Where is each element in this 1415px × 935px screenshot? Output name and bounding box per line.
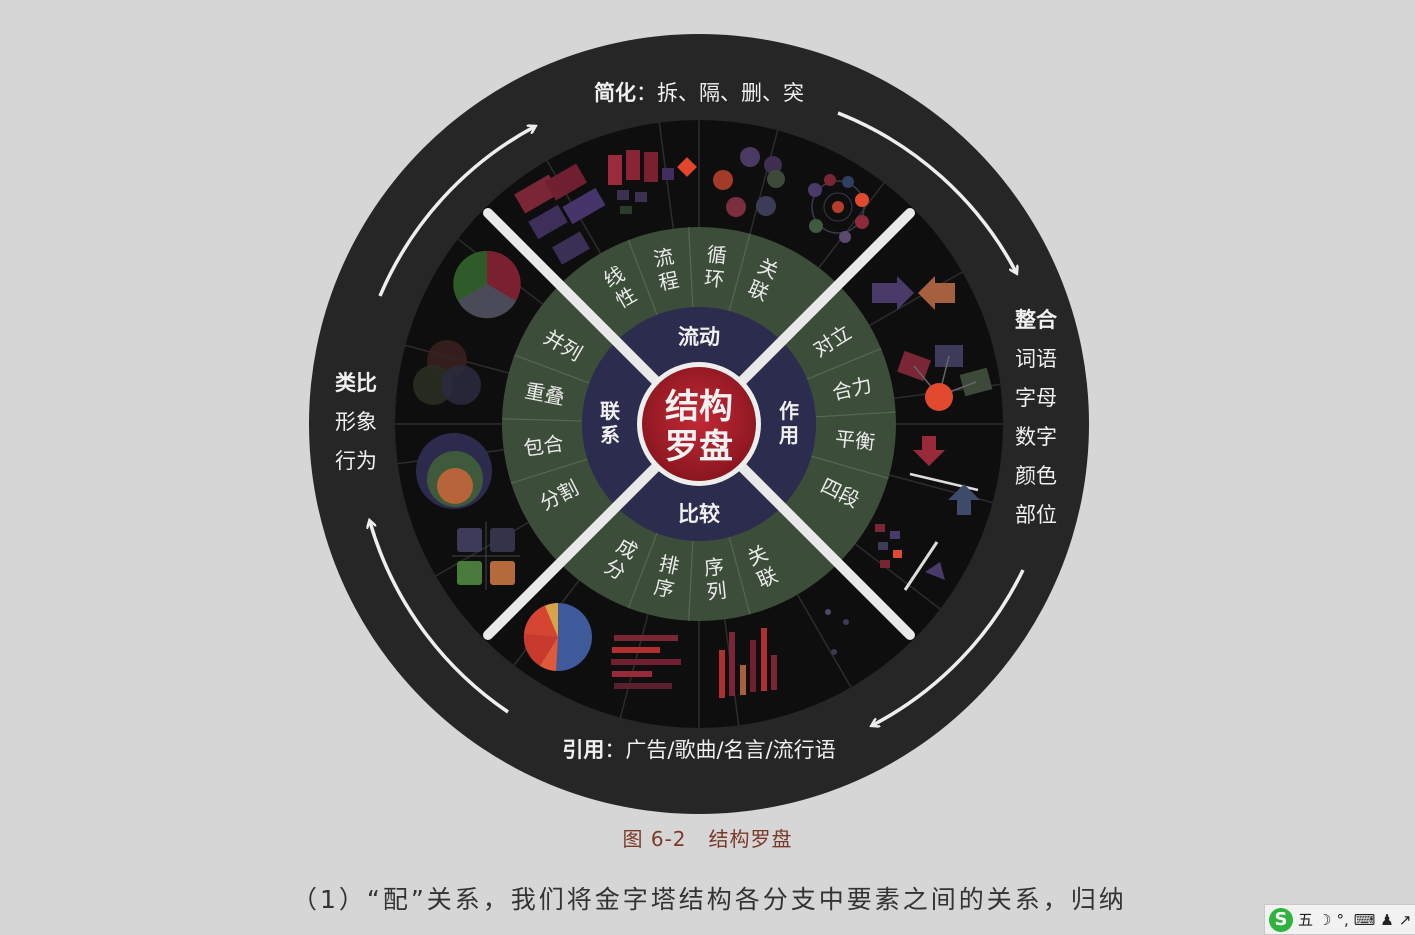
moon-icon[interactable]: ☽ xyxy=(1318,910,1332,929)
svg-text:序: 序 xyxy=(652,575,677,603)
analogy-item: 形象 xyxy=(335,410,377,434)
center-disc xyxy=(642,367,756,481)
arrow-bottom-left xyxy=(370,522,509,714)
middle-divider xyxy=(728,233,751,312)
inner-label-right-char: 用 xyxy=(779,423,799,447)
band-divider xyxy=(854,543,941,610)
svg-text:程: 程 xyxy=(656,267,681,295)
venn-icon xyxy=(413,340,481,405)
svg-text:包合: 包合 xyxy=(522,431,565,460)
merge-boxes-icon xyxy=(897,345,993,411)
integrate-item: 颜色 xyxy=(1015,464,1057,488)
pie-chart-icon xyxy=(523,602,592,671)
middle-divider xyxy=(688,540,694,621)
integrate-title: 整合 xyxy=(1015,308,1058,332)
nested-circles-icon xyxy=(416,433,492,509)
network-icon xyxy=(808,174,869,243)
middle-ring-dividers xyxy=(502,227,896,621)
arrow-top-right xyxy=(837,111,1016,272)
middle-label-9: 序列 xyxy=(703,554,728,604)
svg-text:循: 循 xyxy=(706,242,728,268)
inner-label-left-char: 联 xyxy=(600,399,620,423)
middle-divider xyxy=(502,418,583,422)
simplify-title: 简化 xyxy=(594,81,636,105)
band-divider xyxy=(619,614,649,718)
tools-icon[interactable]: ↗ xyxy=(1398,910,1412,929)
middle-divider xyxy=(806,348,882,380)
outer-label-quote: 引用：广告/歌曲/名言/流行语 xyxy=(562,738,835,762)
band-divider xyxy=(796,594,852,688)
simplify-items: ：拆、隔、删、突 xyxy=(636,81,804,105)
svg-text:排: 排 xyxy=(657,551,682,579)
body-paragraph: （1）“配”关系，我们将金字塔结构各分支中要素之间的关系，归纳 xyxy=(292,885,1127,914)
middle-label-6: 平衡 xyxy=(834,426,876,454)
cycle-circles-icon xyxy=(713,147,785,217)
center-title-line1: 结构 xyxy=(665,387,733,427)
middle-divider xyxy=(627,239,658,315)
user-icon[interactable]: ♟ xyxy=(1380,910,1394,929)
analogy-item: 行为 xyxy=(335,449,377,473)
horizontal-bars-icon xyxy=(611,635,681,689)
circular-arrows xyxy=(370,111,1025,725)
middle-label-10: 排序 xyxy=(652,551,682,602)
svg-text:列: 列 xyxy=(705,578,727,604)
inner-label-flow: 流动 xyxy=(678,325,720,349)
inner-vertical-labels: 联系 作用 xyxy=(600,399,799,447)
band-divider xyxy=(749,130,779,234)
bar-blocks-icon xyxy=(514,163,606,265)
sogou-logo-icon[interactable]: S xyxy=(1269,907,1293,932)
integrate-item: 字母 xyxy=(1015,386,1057,410)
svg-text:环: 环 xyxy=(703,266,725,292)
band-divider xyxy=(869,271,963,327)
quote-title: 引用 xyxy=(562,738,604,762)
band-divider xyxy=(818,182,885,269)
vertical-bars-icon xyxy=(719,628,777,698)
svg-text:序: 序 xyxy=(703,554,725,580)
middle-label-1: 流程 xyxy=(651,244,681,295)
center-title-line2: 罗盘 xyxy=(665,427,733,467)
arrow-bottom-right xyxy=(873,569,1025,725)
integrate-item: 部位 xyxy=(1015,503,1057,527)
middle-divider xyxy=(811,455,889,479)
middle-divider xyxy=(510,458,588,484)
middle-divider xyxy=(627,533,658,609)
section-blocks-icon xyxy=(875,524,945,591)
svg-text:流: 流 xyxy=(651,244,676,272)
inner-label-compare: 比较 xyxy=(678,502,720,526)
three-part-pie-icon xyxy=(453,250,521,319)
middle-divider xyxy=(815,411,896,418)
middle-divider xyxy=(688,227,694,308)
figure-title: 结构罗盘 xyxy=(708,827,793,851)
dots-icon xyxy=(825,609,849,655)
middle-divider xyxy=(728,536,751,615)
ime-mode[interactable]: 五 xyxy=(1298,911,1314,929)
arrow-top-left xyxy=(378,127,534,297)
figure-caption: 图 6-2 结构罗盘 xyxy=(0,823,1415,852)
inner-label-left-char: 系 xyxy=(600,423,620,447)
middle-label-2: 循环 xyxy=(703,242,728,292)
analogy-title: 类比 xyxy=(335,371,377,395)
keyboard-icon[interactable]: ⌨ xyxy=(1353,910,1376,929)
integrate-item: 词语 xyxy=(1015,347,1057,371)
opposing-arrows-icon xyxy=(872,276,955,310)
quadrant-grid-icon xyxy=(452,522,520,590)
middle-divider xyxy=(514,354,590,384)
quote-items: ：广告/歌曲/名言/流行语 xyxy=(604,738,835,762)
ime-toolbar[interactable]: S 五 ☽ °, ⌨ ♟ ↗ xyxy=(1264,904,1415,935)
inner-label-right-char: 作 xyxy=(779,399,799,423)
balance-arrows-icon xyxy=(909,436,980,515)
integrate-item: 数字 xyxy=(1015,425,1057,449)
outer-label-simplify: 简化：拆、隔、删、突 xyxy=(594,81,804,105)
flow-blocks-icon xyxy=(608,150,697,214)
middle-label-13: 包合 xyxy=(522,431,565,460)
figure-number: 图 6-2 xyxy=(622,827,687,851)
svg-text:平衡: 平衡 xyxy=(834,426,876,454)
punctuation-icon[interactable]: °, xyxy=(1336,910,1349,929)
